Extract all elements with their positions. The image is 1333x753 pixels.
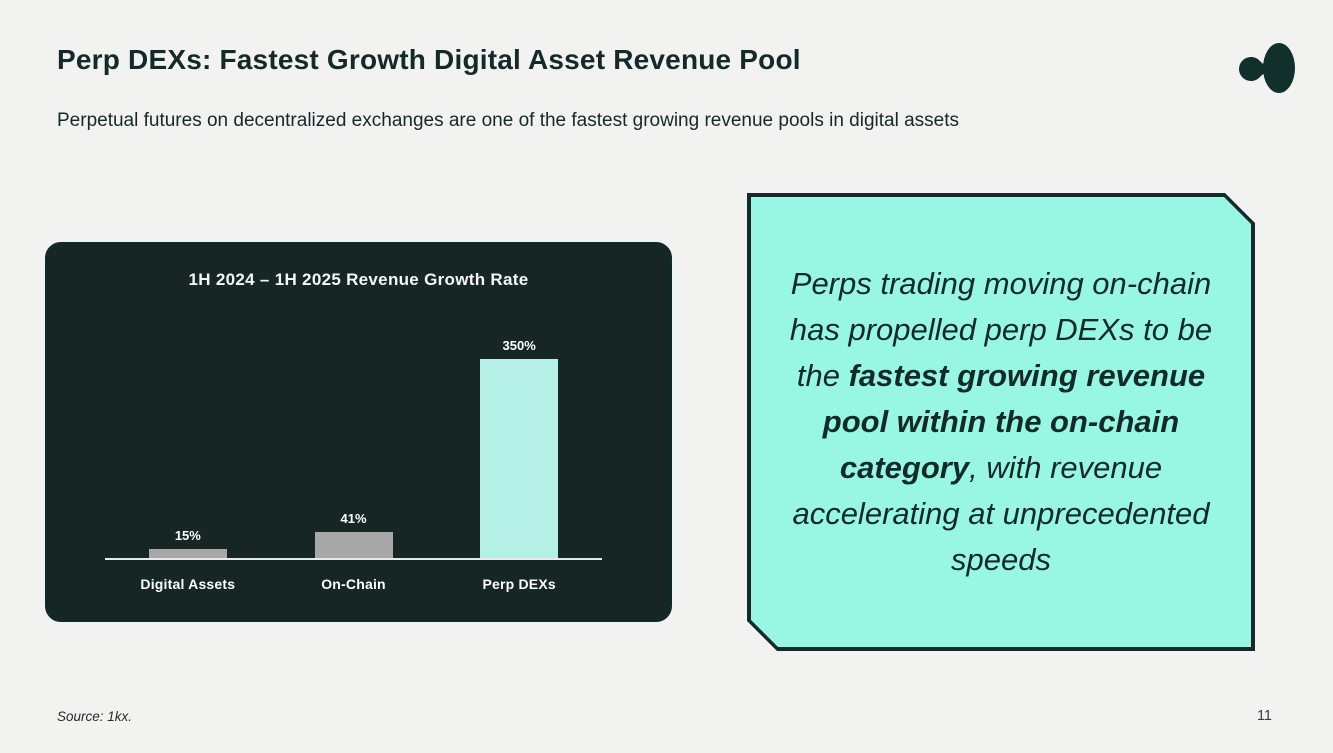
callout-box-inner: Perps trading moving on-chain has propel… — [751, 197, 1251, 647]
bars-row: 15% 41% 350% — [105, 338, 602, 558]
bar-value-label: 15% — [174, 528, 201, 543]
page-subtitle: Perpetual futures on decentralized excha… — [57, 110, 960, 131]
source-note: Source: 1kx. — [57, 709, 133, 724]
page-number: 11 — [1256, 708, 1272, 724]
chart-bar — [314, 532, 393, 558]
chart-bar-group: 41% — [271, 338, 437, 558]
chart-bar — [148, 549, 227, 558]
x-axis-tick-label: On-Chain — [321, 576, 386, 592]
chart-bar-group: 350% — [436, 338, 602, 558]
callout-text: Perps trading moving on-chain has propel… — [775, 261, 1227, 582]
page-title: Perp DEXs: Fastest Growth Digital Asset … — [57, 44, 801, 75]
bar-chart: 15% 41% 350% Digital Assets On-Chain Perp DE… — [105, 244, 602, 620]
chart-bar — [480, 359, 559, 558]
x-axis-line — [105, 558, 602, 560]
x-axis-tick-label: Digital Assets — [140, 576, 236, 592]
chart-bar-group: 15% — [105, 338, 271, 558]
chart-panel: 1H 2024 – 1H 2025 Revenue Growth Rate 15… — [45, 242, 672, 622]
bar-value-label: 41% — [340, 511, 367, 526]
bar-value-label: 350% — [502, 338, 536, 353]
callout-text-segment: , with revenue accelerating at unprecede… — [792, 449, 1210, 577]
brand-logo-icon — [1239, 43, 1295, 93]
chart-title: 1H 2024 – 1H 2025 Revenue Growth Rate — [188, 270, 529, 289]
x-axis-tick-label: Perp DEXs — [482, 576, 556, 592]
callout-box: Perps trading moving on-chain has propel… — [747, 193, 1255, 651]
category-labels-row: Digital Assets On-Chain Perp DEXs — [105, 576, 602, 592]
callout-text-segment: Perps trading moving on-chain has propel… — [789, 266, 1213, 394]
callout-text-bold-segment: fastest growing revenue pool within the … — [822, 358, 1206, 485]
